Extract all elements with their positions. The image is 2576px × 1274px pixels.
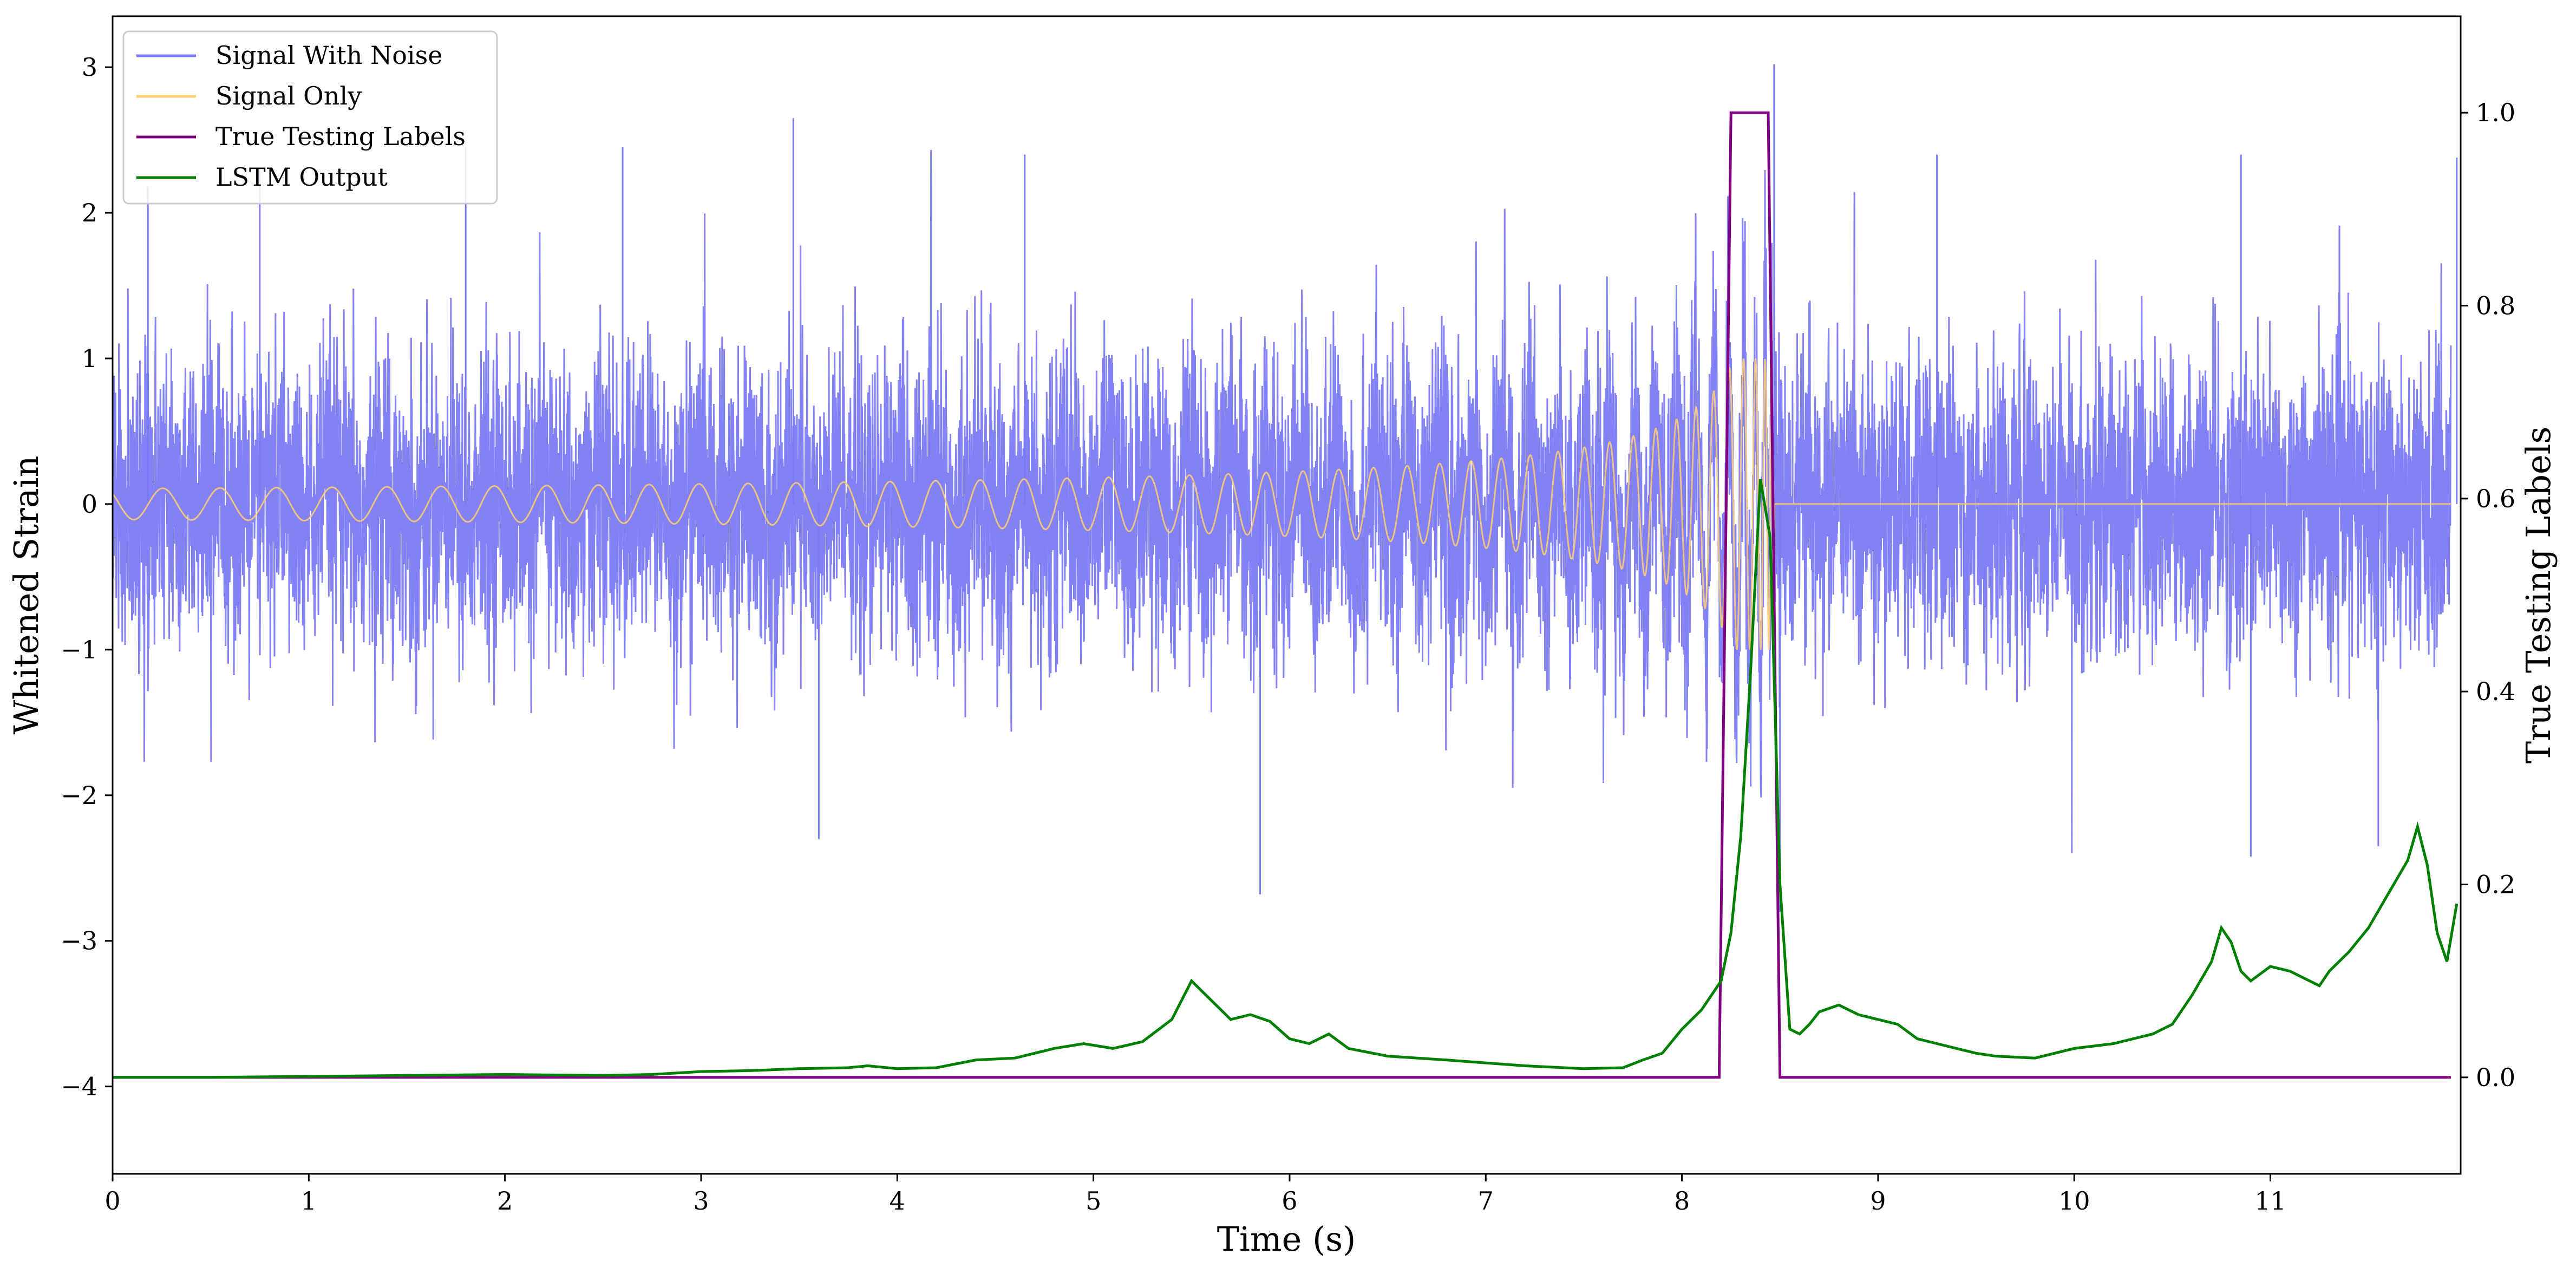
x-tick-label: 9 — [1870, 1186, 1886, 1216]
x-tick-label: 5 — [1086, 1186, 1101, 1216]
y-left-tick-label: −2 — [61, 781, 97, 810]
series-lstm-output — [113, 479, 2459, 1079]
x-tick-label: 0 — [104, 1186, 120, 1216]
x-tick-label: 10 — [2058, 1186, 2090, 1216]
x-axis: 0 1 2 3 4 5 6 7 8 9 10 11 — [104, 1174, 2286, 1216]
plot-frame — [112, 15, 2462, 1175]
series-true-testing-labels — [113, 111, 2451, 1079]
y-left-tick-label: 1 — [82, 344, 97, 373]
y-axis-left-label: Whitened Strain — [6, 456, 46, 735]
legend-label-signal-with-noise: Signal With Noise — [215, 41, 442, 70]
legend-label-lstm-output: LSTM Output — [215, 162, 388, 192]
y-right-tick-label: 0.0 — [2476, 1063, 2515, 1092]
x-axis-label: Time (s) — [1217, 1219, 1356, 1259]
legend: Signal With Noise Signal Only True Testi… — [122, 30, 498, 205]
y-right-tick-label: 0.8 — [2476, 291, 2515, 321]
x-tick-label: 1 — [301, 1186, 317, 1216]
y-axis-right: 0.0 0.2 0.4 0.6 0.8 1.0 — [2461, 98, 2515, 1092]
x-tick-label: 6 — [1282, 1186, 1297, 1216]
y-left-tick-label: 0 — [82, 489, 97, 519]
x-tick-label: 8 — [1674, 1186, 1690, 1216]
x-tick-label: 7 — [1478, 1186, 1494, 1216]
series-signal-only — [113, 358, 2451, 650]
x-tick-label: 3 — [693, 1186, 709, 1216]
x-tick-label: 2 — [497, 1186, 513, 1216]
x-tick-label: 11 — [2254, 1186, 2286, 1216]
y-left-tick-label: −4 — [61, 1072, 97, 1101]
legend-label-true-testing-labels: True Testing Labels — [215, 122, 466, 151]
y-right-tick-label: 0.6 — [2476, 484, 2515, 513]
legend-label-signal-only: Signal Only — [215, 81, 362, 110]
y-right-tick-label: 0.2 — [2476, 870, 2515, 899]
y-left-tick-label: −1 — [61, 635, 97, 664]
legend-box — [122, 30, 498, 205]
true-testing-labels-line — [113, 111, 2451, 1079]
signal-only-line — [113, 358, 2451, 650]
y-axis-right-label: True Testing Labels — [2519, 427, 2558, 764]
y-left-tick-label: 3 — [82, 53, 97, 82]
y-left-tick-label: −3 — [61, 926, 97, 956]
y-right-tick-label: 1.0 — [2476, 98, 2515, 127]
signal-with-noise-line — [113, 149, 2452, 854]
y-axis-left: −4 −3 −2 −1 0 1 2 3 — [61, 53, 113, 1101]
y-left-tick-label: 2 — [82, 198, 97, 227]
y-right-tick-label: 0.4 — [2476, 677, 2515, 706]
x-tick-label: 4 — [890, 1186, 905, 1216]
lstm-output-line — [113, 479, 2459, 1079]
